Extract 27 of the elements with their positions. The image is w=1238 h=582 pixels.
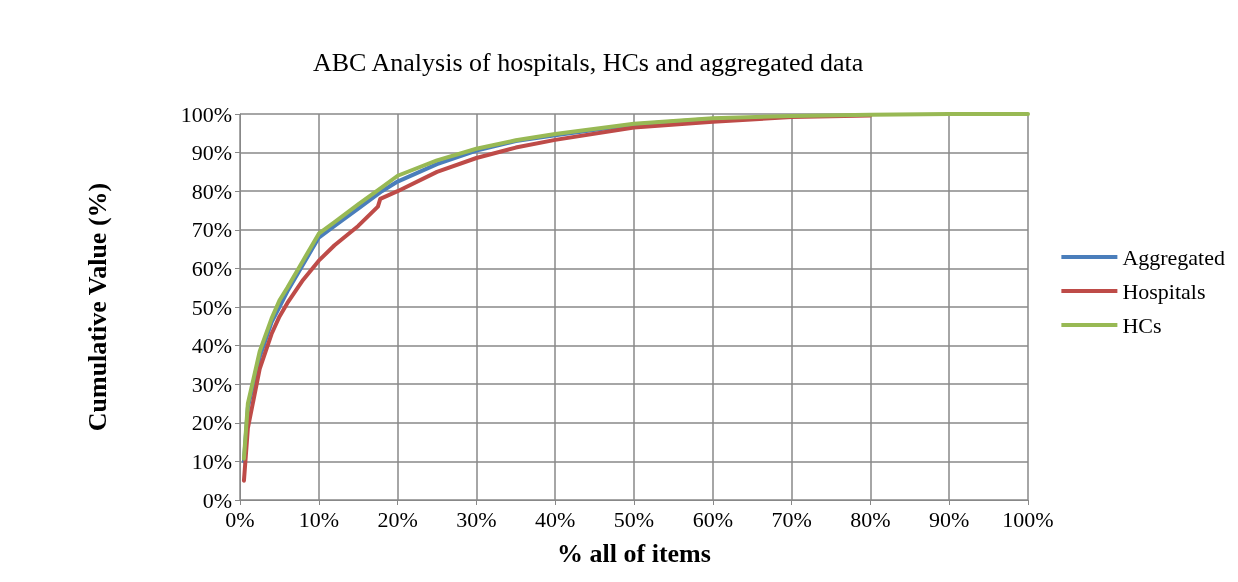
y-tick-label: 50% [191, 294, 232, 320]
x-tick-label: 10% [298, 506, 339, 532]
y-tick-label: 80% [191, 178, 232, 204]
y-tick-label: 100% [180, 101, 232, 127]
y-tick-label: 20% [191, 410, 232, 436]
x-tick-label: 80% [850, 506, 891, 532]
y-tick-label: 10% [191, 448, 232, 474]
y-tick-label: 40% [191, 333, 232, 359]
y-axis-title: Cumulative Value (%) [82, 182, 112, 432]
x-tick-label: 50% [613, 506, 655, 532]
y-tick-label: 90% [191, 140, 232, 166]
x-tick-label: 60% [692, 506, 733, 532]
x-tick-label: 70% [771, 506, 812, 532]
y-tick-label: 70% [191, 217, 232, 243]
x-tick-label: 20% [377, 506, 418, 532]
y-tick-label: 0% [202, 487, 232, 513]
x-tick-label: 90% [929, 506, 970, 532]
legend-label: Aggregated [1122, 244, 1225, 270]
legend-label: Hospitals [1122, 278, 1206, 304]
chart-title: ABC Analysis of hospitals, HCs and aggregated data [313, 47, 864, 77]
x-tick-label: 30% [456, 506, 497, 532]
x-axis-title: % all of items [557, 538, 711, 568]
x-tick-label: 100% [1002, 506, 1054, 532]
x-tick-label: 40% [535, 506, 576, 532]
y-tick-label: 30% [191, 371, 232, 397]
y-tick-label: 60% [191, 255, 232, 281]
legend-label: HCs [1122, 312, 1162, 338]
